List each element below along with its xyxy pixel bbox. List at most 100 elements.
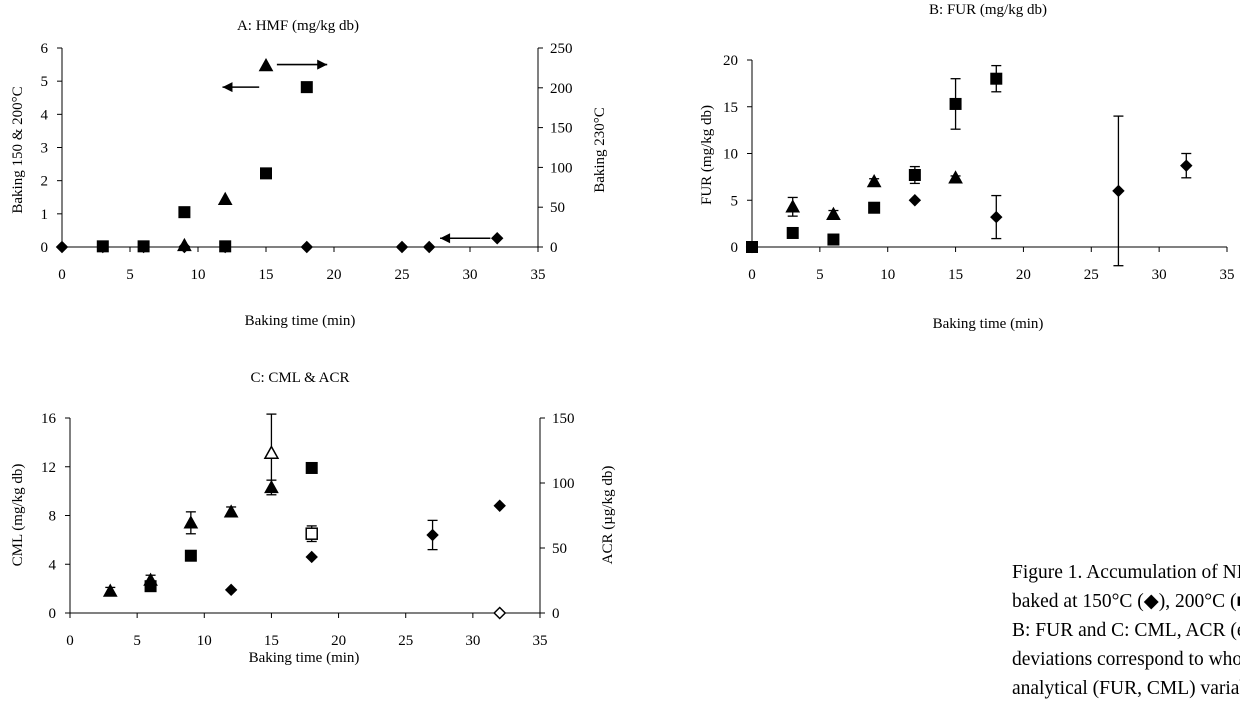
data-point-diamond bbox=[422, 240, 436, 254]
caption-line: analytical (FUR, CML) variability bbox=[1012, 678, 1240, 699]
figure-caption: Figure 1. Accumulation of NFC in a model… bbox=[1012, 558, 1240, 703]
data-point-square bbox=[260, 167, 272, 180]
data-point-square bbox=[786, 226, 799, 239]
chart-fur: B: FUR (mg/kg db) 0 5 10 15 20 25 30 35 0 5 10 15 20 B… bbox=[699, 2, 1235, 332]
arrow-head bbox=[222, 82, 233, 93]
data-point-diamond bbox=[305, 550, 318, 564]
data-point-triangle bbox=[223, 504, 239, 518]
data-point-triangle bbox=[866, 174, 882, 188]
data-point-diamond bbox=[1180, 159, 1193, 172]
y-tick-label-left: 20 bbox=[723, 53, 738, 69]
data-point-square bbox=[219, 240, 232, 253]
x-tick-label: 15 bbox=[259, 267, 274, 283]
data-point-diamond bbox=[493, 499, 506, 512]
y-tick-label-left: 12 bbox=[41, 460, 56, 476]
x-tick-label: 15 bbox=[264, 633, 279, 649]
x-tick-label: 5 bbox=[816, 267, 824, 283]
x-tick-label: 25 bbox=[1084, 267, 1099, 283]
x-tick-label: 25 bbox=[395, 267, 410, 283]
data-point-square bbox=[949, 97, 962, 110]
data-point-diamond bbox=[55, 240, 69, 254]
data-point-square bbox=[305, 527, 318, 540]
y-axis-label-left: FUR (mg/kg db) bbox=[699, 105, 715, 205]
x-tick-label: 5 bbox=[126, 267, 134, 283]
y-tick-label-right: 100 bbox=[552, 476, 575, 492]
y-tick-label-right: 50 bbox=[552, 541, 567, 557]
y-tick-label-right: 50 bbox=[550, 200, 565, 216]
y-tick-label-left: 3 bbox=[41, 141, 49, 157]
x-axis-label: Baking time (min) bbox=[245, 313, 356, 329]
y-tick-label-left: 15 bbox=[723, 100, 738, 116]
y-tick-label-left: 10 bbox=[723, 147, 738, 163]
y-tick-label-left: 2 bbox=[41, 174, 49, 190]
x-tick-label: 5 bbox=[133, 633, 141, 649]
data-point-square bbox=[137, 240, 150, 253]
data-point-square bbox=[990, 72, 1003, 85]
x-tick-label: 10 bbox=[197, 633, 212, 649]
y-tick-label-left: 0 bbox=[49, 606, 57, 622]
caption-line: B: FUR and C: CML, ACR (empty signs). Th… bbox=[1012, 620, 1240, 641]
y-tick-label-left: 8 bbox=[49, 509, 57, 525]
data-point-square bbox=[908, 169, 921, 182]
chart-title: C: CML & ACR bbox=[250, 370, 349, 386]
y-tick-label-right: 200 bbox=[550, 81, 573, 97]
y-tick-label-left: 5 bbox=[41, 74, 49, 90]
y-tick-label-left: 6 bbox=[41, 41, 49, 57]
data-point-diamond bbox=[426, 528, 439, 542]
data-point-diamond bbox=[224, 583, 238, 597]
x-tick-label: 20 bbox=[331, 633, 346, 649]
data-point-square bbox=[178, 206, 191, 219]
x-axis-label: Baking time (min) bbox=[933, 316, 1044, 332]
data-point-triangle bbox=[143, 572, 158, 586]
y-tick-label-left: 16 bbox=[41, 411, 57, 427]
x-tick-label: 10 bbox=[191, 267, 206, 283]
data-point-triangle bbox=[217, 191, 233, 205]
y-tick-label-right: 250 bbox=[550, 41, 573, 57]
x-tick-label: 0 bbox=[58, 267, 66, 283]
data-point-diamond bbox=[300, 240, 314, 254]
y-tick-label-right: 0 bbox=[552, 606, 560, 622]
arrow-head bbox=[317, 59, 328, 70]
y-tick-label-left: 5 bbox=[731, 193, 739, 209]
data-point-triangle bbox=[948, 170, 963, 184]
x-tick-label: 30 bbox=[1152, 267, 1167, 283]
data-point-triangle bbox=[183, 515, 199, 529]
x-tick-label: 20 bbox=[1016, 267, 1031, 283]
x-tick-label: 0 bbox=[748, 267, 756, 283]
data-point-triangle bbox=[258, 57, 274, 72]
arrow-head bbox=[440, 233, 451, 244]
x-tick-label: 35 bbox=[1220, 267, 1235, 283]
x-tick-label: 30 bbox=[465, 633, 480, 649]
data-point-square bbox=[96, 240, 109, 253]
data-point-diamond bbox=[908, 194, 922, 207]
y-tick-label-right: 100 bbox=[550, 160, 573, 176]
data-point-diamond bbox=[1112, 184, 1125, 198]
x-tick-label: 35 bbox=[533, 633, 548, 649]
data-point-square bbox=[305, 461, 318, 474]
chart-title: A: HMF (mg/kg db) bbox=[237, 18, 359, 34]
caption-line: Figure 1. Accumulation of NFC in a model… bbox=[1012, 562, 1240, 583]
data-point-diamond bbox=[990, 210, 1003, 224]
figure-canvas: A: HMF (mg/kg db)0 5 10 15 20 25 30 35012345605… bbox=[10, 2, 1235, 666]
x-tick-label: 35 bbox=[531, 267, 546, 283]
data-point-diamond bbox=[493, 606, 507, 620]
x-axis-label: Baking time (min) bbox=[249, 650, 360, 666]
chart-hmf: A: HMF (mg/kg db)0 5 10 15 20 25 30 35012345605… bbox=[10, 18, 608, 329]
data-point-triangle bbox=[263, 445, 280, 460]
data-point-square bbox=[868, 201, 881, 214]
data-point-square bbox=[827, 233, 840, 246]
y-tick-label-left: 4 bbox=[41, 107, 49, 123]
data-point-triangle bbox=[177, 237, 192, 252]
data-point-diamond bbox=[395, 240, 409, 254]
caption-line: deviations correspond to whole process (… bbox=[1012, 649, 1240, 670]
y-axis-label-left: Baking 150 & 200°C bbox=[10, 86, 26, 213]
x-tick-label: 10 bbox=[880, 267, 895, 283]
y-tick-label-left: 0 bbox=[41, 240, 49, 256]
y-axis-label-left: CML (mg/kg db) bbox=[10, 464, 26, 567]
y-tick-label-right: 150 bbox=[552, 411, 575, 427]
chart-title: B: FUR (mg/kg db) bbox=[929, 2, 1047, 18]
y-tick-label-left: 4 bbox=[49, 557, 57, 573]
data-point-diamond bbox=[490, 232, 504, 245]
x-tick-label: 20 bbox=[327, 267, 342, 283]
